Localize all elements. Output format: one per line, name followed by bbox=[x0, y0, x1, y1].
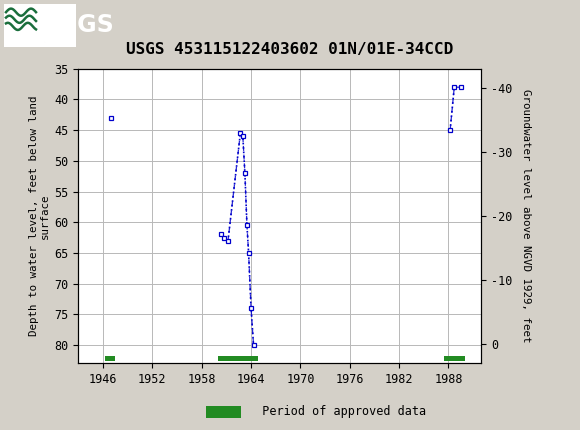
Bar bbox=[444, 356, 465, 361]
Bar bbox=[104, 356, 115, 361]
Bar bbox=[206, 405, 241, 418]
Y-axis label: Depth to water level, feet below land
surface: Depth to water level, feet below land su… bbox=[28, 96, 50, 336]
Text: USGS 453115122403602 01N/01E-34CCD: USGS 453115122403602 01N/01E-34CCD bbox=[126, 42, 454, 57]
Text: USGS: USGS bbox=[42, 13, 115, 37]
Text: Period of approved data: Period of approved data bbox=[248, 405, 426, 418]
Bar bbox=[4, 4, 76, 47]
Bar bbox=[218, 356, 259, 361]
Y-axis label: Groundwater level above NGVD 1929, feet: Groundwater level above NGVD 1929, feet bbox=[521, 89, 531, 343]
